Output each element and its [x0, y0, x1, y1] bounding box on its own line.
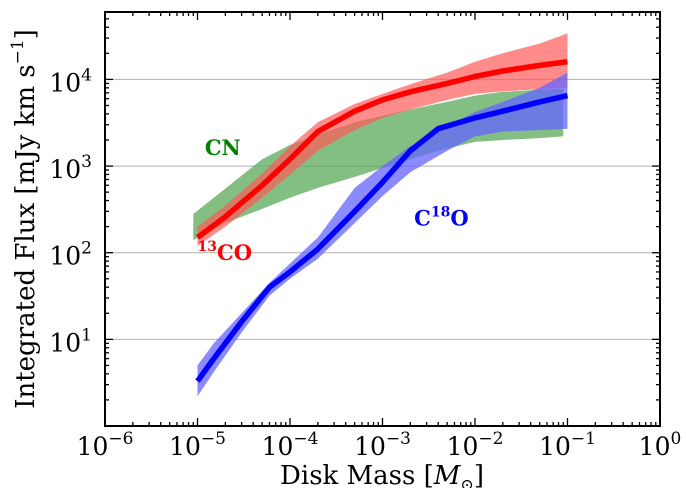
series-label-13CO: 13CO	[198, 239, 253, 265]
y-axis-title-end: ]	[11, 29, 41, 39]
x-tick-label-5-base: 10	[539, 432, 571, 461]
line-13CO	[195, 58, 568, 240]
x-tick-label-3-exp: −3	[386, 429, 411, 449]
x-tick-label-2: 10−4	[262, 429, 319, 461]
x-tick-label-6-exp: 0	[670, 429, 681, 449]
y-tick-label-3-exp: 4	[81, 65, 92, 85]
x-tick-label-3-base: 10	[354, 432, 386, 461]
x-tick-label-0: 10−6	[77, 429, 134, 461]
series-label-sup: 13	[198, 239, 217, 255]
x-tick-label-0-base: 10	[77, 432, 109, 461]
y-tick-label-1-exp: 2	[81, 239, 92, 259]
x-tick-label-1: 10−5	[169, 429, 226, 461]
series-label-CN: CN	[205, 135, 241, 160]
series-lines	[195, 58, 569, 383]
x-tick-label-5: 10−1	[539, 429, 596, 461]
y-tick-label-2: 103	[49, 152, 92, 184]
series-label-tail: O	[450, 206, 468, 231]
x-tick-label-3: 10−3	[354, 429, 411, 461]
band-13CO	[197, 33, 568, 246]
x-axis-title-unit: M	[433, 461, 462, 488]
x-axis-title-unit-sub: ⊙	[460, 475, 473, 488]
plot-frame	[104, 11, 661, 427]
y-tick-label-2-exp: 3	[81, 152, 92, 172]
line-C18O	[195, 92, 569, 383]
x-axis-title-end: ]	[474, 461, 484, 488]
x-tick-label-4-exp: −2	[478, 429, 503, 449]
x-tick-label-2-exp: −4	[293, 429, 318, 449]
series-label-main: C	[414, 206, 431, 231]
series-bands	[193, 33, 568, 397]
x-axis-title: Disk Mass [M⊙]	[280, 461, 484, 488]
y-axis-title: Integrated Flux [mJy km s−1]	[8, 29, 41, 409]
y-tick-label-0-exp: 1	[81, 325, 92, 345]
series-label-tail: CO	[217, 240, 252, 265]
x-tick-label-2-base: 10	[262, 432, 294, 461]
x-tick-label-4: 10−2	[447, 429, 504, 461]
y-tick-label-0-base: 10	[49, 328, 81, 357]
y-axis-title-text: Integrated Flux [mJy km s	[11, 64, 41, 408]
x-tick-label-1-exp: −5	[201, 429, 226, 449]
series-label-main: CN	[205, 135, 241, 160]
axis-ticks	[104, 11, 661, 427]
x-tick-label-6: 100	[639, 429, 682, 461]
x-tick-label-1-base: 10	[169, 432, 201, 461]
y-tick-label-1: 102	[49, 239, 92, 271]
y-tick-label-3: 104	[49, 65, 92, 97]
series-label-C18O: C18O	[414, 205, 469, 231]
x-tick-label-4-base: 10	[447, 432, 479, 461]
y-tick-label-1-base: 10	[49, 242, 81, 271]
x-tick-label-6-base: 10	[639, 432, 671, 461]
series-label-sup: 18	[431, 205, 450, 221]
y-tick-label-3-base: 10	[49, 68, 81, 97]
x-axis-title-text: Disk Mass [	[280, 461, 434, 488]
y-tick-label-2-base: 10	[49, 155, 81, 184]
x-tick-label-0-exp: −6	[108, 429, 133, 449]
x-tick-label-5-exp: −1	[571, 429, 596, 449]
y-axis-title-exp: −1	[8, 39, 28, 64]
y-tick-label-0: 101	[49, 325, 92, 357]
